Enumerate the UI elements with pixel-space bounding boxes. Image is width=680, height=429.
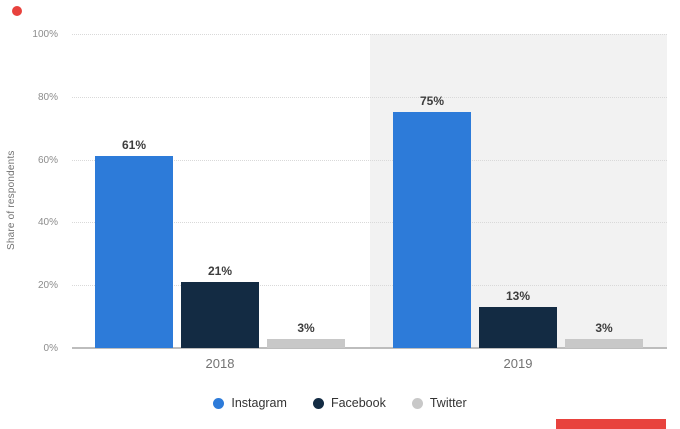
y-tick-label-100: 100% bbox=[32, 29, 58, 40]
y-tick-label-80: 80% bbox=[37, 91, 58, 103]
legend-item-instagram[interactable]: Instagram bbox=[213, 396, 287, 410]
y-tick-label-40: 40% bbox=[37, 217, 58, 229]
red-bar-annotation bbox=[556, 419, 666, 429]
legend-label-twitter: Twitter bbox=[429, 396, 467, 410]
bar-facebook-2019[interactable] bbox=[479, 307, 557, 348]
y-tick-label-20: 20% bbox=[37, 280, 58, 292]
x-axis-label-2018: 2018 bbox=[205, 356, 235, 371]
y-tick-label-60: 60% bbox=[37, 154, 58, 166]
legend-label-facebook: Facebook bbox=[330, 396, 386, 410]
bar-value-label-twitter-2019: 3% bbox=[595, 321, 613, 335]
red-dot-annotation bbox=[12, 6, 22, 16]
bar-twitter-2018[interactable] bbox=[267, 339, 345, 348]
x-axis-label-2019: 2019 bbox=[503, 356, 533, 371]
legend-item-facebook[interactable]: Facebook bbox=[312, 396, 386, 410]
bar-instagram-2019[interactable] bbox=[393, 112, 471, 348]
y-tick-label-0: 0% bbox=[43, 343, 58, 354]
legend-dot-twitter bbox=[411, 397, 423, 409]
bar-value-label-facebook-2018: 21% bbox=[207, 264, 233, 278]
legend-item-twitter[interactable]: Twitter bbox=[411, 396, 467, 410]
plot-area: 61% 21% 3% 75% 13% 3% bbox=[72, 34, 667, 349]
gridline-100 bbox=[72, 34, 667, 35]
legend-dot-facebook bbox=[312, 397, 324, 409]
legend-label-instagram: Instagram bbox=[231, 396, 287, 410]
bar-twitter-2019[interactable] bbox=[565, 339, 643, 348]
bar-value-label-facebook-2019: 13% bbox=[505, 289, 531, 303]
gridline-40 bbox=[72, 222, 667, 224]
gridline-60 bbox=[72, 159, 667, 161]
y-axis-title: Share of respondents bbox=[6, 150, 17, 250]
x-axis-baseline bbox=[72, 347, 667, 349]
legend: Instagram Facebook Twitter bbox=[0, 396, 680, 410]
bar-facebook-2018[interactable] bbox=[181, 282, 259, 348]
bar-value-label-instagram-2018: 61% bbox=[121, 138, 147, 152]
gridline-80 bbox=[72, 96, 667, 98]
bar-value-label-instagram-2019: 75% bbox=[419, 94, 445, 108]
bar-value-label-twitter-2018: 3% bbox=[297, 321, 315, 335]
bar-instagram-2018[interactable] bbox=[95, 156, 173, 348]
legend-dot-instagram bbox=[213, 397, 225, 409]
gridline-20 bbox=[72, 285, 667, 287]
